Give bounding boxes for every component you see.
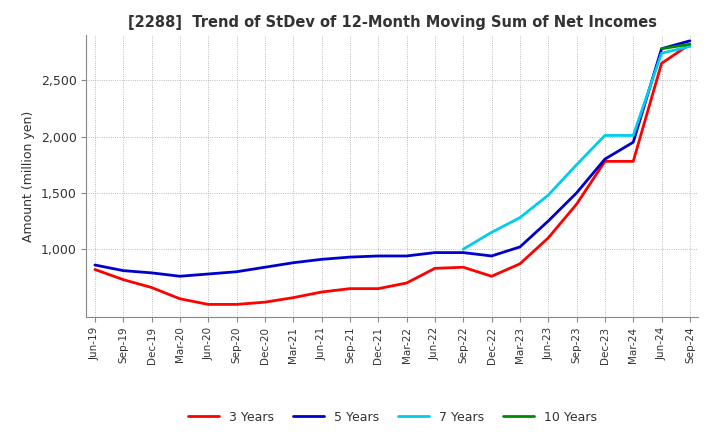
5 Years bbox=[261, 264, 269, 270]
7 Years bbox=[629, 133, 637, 138]
5 Years bbox=[119, 268, 127, 273]
10 Years bbox=[657, 46, 666, 51]
3 Years bbox=[119, 277, 127, 282]
10 Years bbox=[685, 41, 694, 47]
5 Years bbox=[572, 190, 581, 195]
5 Years bbox=[318, 257, 326, 262]
3 Years bbox=[657, 61, 666, 66]
Line: 5 Years: 5 Years bbox=[95, 41, 690, 276]
3 Years bbox=[629, 159, 637, 164]
5 Years bbox=[600, 157, 609, 162]
7 Years bbox=[685, 44, 694, 49]
5 Years bbox=[204, 271, 212, 277]
3 Years bbox=[544, 235, 552, 241]
5 Years bbox=[346, 254, 354, 260]
5 Years bbox=[685, 38, 694, 44]
5 Years bbox=[629, 139, 637, 145]
5 Years bbox=[459, 250, 467, 255]
5 Years bbox=[374, 253, 382, 259]
3 Years bbox=[431, 266, 439, 271]
7 Years bbox=[516, 215, 524, 220]
Line: 10 Years: 10 Years bbox=[662, 44, 690, 49]
5 Years bbox=[148, 270, 156, 275]
Line: 3 Years: 3 Years bbox=[95, 44, 690, 304]
5 Years bbox=[487, 253, 496, 259]
3 Years bbox=[261, 300, 269, 305]
3 Years bbox=[516, 261, 524, 267]
5 Years bbox=[544, 218, 552, 224]
5 Years bbox=[176, 274, 184, 279]
7 Years bbox=[459, 246, 467, 252]
3 Years bbox=[487, 274, 496, 279]
Y-axis label: Amount (million yen): Amount (million yen) bbox=[22, 110, 35, 242]
5 Years bbox=[289, 260, 297, 265]
7 Years bbox=[544, 193, 552, 198]
3 Years bbox=[685, 41, 694, 47]
7 Years bbox=[600, 133, 609, 138]
Line: 7 Years: 7 Years bbox=[463, 47, 690, 249]
3 Years bbox=[233, 302, 241, 307]
3 Years bbox=[572, 202, 581, 207]
3 Years bbox=[459, 264, 467, 270]
3 Years bbox=[176, 296, 184, 301]
3 Years bbox=[148, 285, 156, 290]
3 Years bbox=[402, 280, 411, 286]
3 Years bbox=[318, 290, 326, 295]
5 Years bbox=[233, 269, 241, 275]
5 Years bbox=[402, 253, 411, 259]
3 Years bbox=[374, 286, 382, 291]
3 Years bbox=[91, 267, 99, 272]
3 Years bbox=[600, 159, 609, 164]
Title: [2288]  Trend of StDev of 12-Month Moving Sum of Net Incomes: [2288] Trend of StDev of 12-Month Moving… bbox=[128, 15, 657, 30]
Legend: 3 Years, 5 Years, 7 Years, 10 Years: 3 Years, 5 Years, 7 Years, 10 Years bbox=[183, 406, 602, 429]
7 Years bbox=[572, 162, 581, 167]
5 Years bbox=[657, 46, 666, 51]
5 Years bbox=[91, 262, 99, 268]
5 Years bbox=[516, 244, 524, 249]
7 Years bbox=[487, 230, 496, 235]
7 Years bbox=[657, 51, 666, 56]
3 Years bbox=[346, 286, 354, 291]
5 Years bbox=[431, 250, 439, 255]
3 Years bbox=[204, 302, 212, 307]
3 Years bbox=[289, 295, 297, 300]
